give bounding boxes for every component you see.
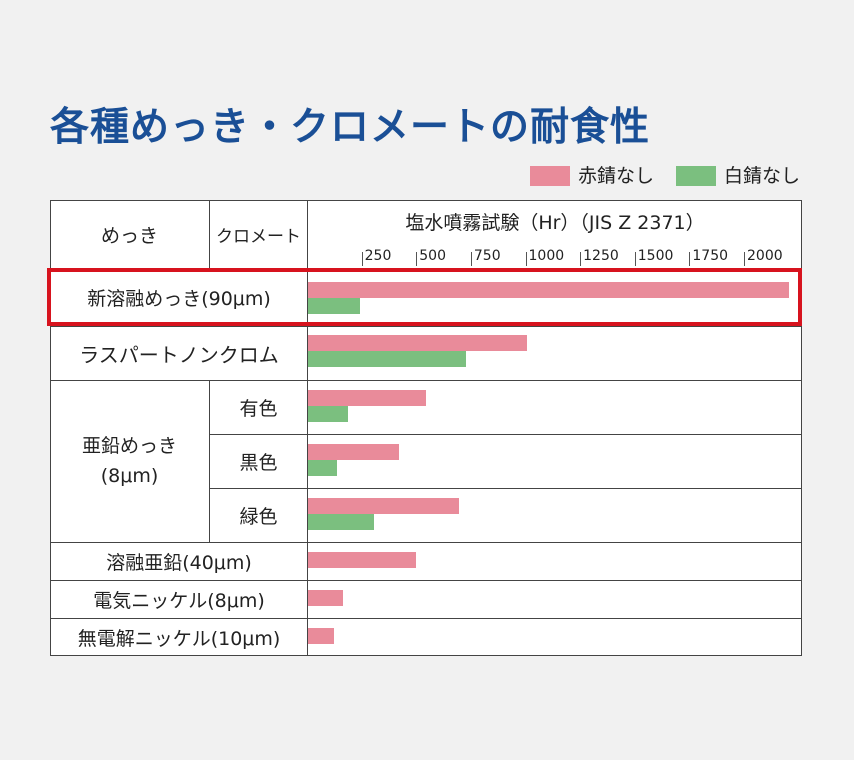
x-tick-mark xyxy=(689,252,691,266)
x-tick-label: 2000 xyxy=(747,248,783,264)
x-axis-title: 塩水噴霧試験（Hr）（JIS Z 2371） xyxy=(405,212,705,234)
grid-line xyxy=(50,655,802,656)
zinc-group-name: 亜鉛めっき xyxy=(81,435,177,457)
row-label-zinc-group: 亜鉛めっき (8μm) xyxy=(50,380,209,542)
bar-red-rust xyxy=(308,498,459,514)
x-tick-label: 1250 xyxy=(583,248,619,264)
bar-red-rust xyxy=(308,628,335,644)
x-tick-label: 1500 xyxy=(637,248,674,264)
x-tick-mark xyxy=(361,252,363,266)
grid-line xyxy=(50,618,802,619)
bar-white-rust xyxy=(308,406,349,422)
bar-white-rust xyxy=(308,460,338,476)
x-tick-label: 1000 xyxy=(528,248,565,264)
bar-white-rust xyxy=(308,298,361,314)
grid-line xyxy=(209,488,802,489)
x-tick-mark xyxy=(525,252,527,266)
chart-title: 各種めっき・クロメートの耐食性 xyxy=(50,105,651,150)
grid-line xyxy=(50,200,802,201)
grid-line xyxy=(801,200,802,656)
grid-line xyxy=(50,200,51,656)
grid-line xyxy=(209,434,802,435)
grid-line xyxy=(50,326,802,327)
row-label-hot-dip: 新溶融めっき(90μm) xyxy=(87,287,271,310)
legend-label-red-rust: 赤錆なし xyxy=(578,165,655,187)
zinc-group-thickness: (8μm) xyxy=(100,465,159,487)
header-chromate: クロメート xyxy=(216,226,301,247)
legend-label-white-rust: 白錆なし xyxy=(724,165,801,187)
legend-swatch-red xyxy=(530,166,570,186)
grid-line xyxy=(209,380,210,542)
bar-white-rust xyxy=(308,351,467,367)
bar-red-rust xyxy=(308,335,527,351)
header-plating: めっき xyxy=(100,224,158,247)
row-label-electro-nickel: 電気ニッケル(8μm) xyxy=(93,589,265,612)
legend-swatch-green xyxy=(676,166,716,186)
grid-line xyxy=(50,542,802,543)
bar-red-rust xyxy=(308,552,417,568)
grid-line xyxy=(307,200,308,656)
row-label-yellow: 有色 xyxy=(239,397,278,420)
bar-white-rust xyxy=(308,514,374,530)
x-tick-label: 500 xyxy=(419,248,446,264)
grid-line xyxy=(50,380,802,381)
bar-red-rust xyxy=(308,390,426,406)
grid-line xyxy=(50,580,802,581)
bar-red-rust xyxy=(308,282,789,298)
x-tick-mark xyxy=(416,252,418,266)
x-tick-mark xyxy=(744,252,745,266)
row-label-hot-dip-zinc: 溶融亜鉛(40μm) xyxy=(106,551,252,574)
row-label-electroless-nickel: 無電解ニッケル(10μm) xyxy=(77,627,281,650)
row-label-black: 黒色 xyxy=(239,451,278,474)
row-label-green: 緑色 xyxy=(239,505,278,528)
x-tick-label: 750 xyxy=(473,248,501,264)
highlight-box xyxy=(47,268,802,326)
x-tick-mark xyxy=(634,252,636,266)
grid-line xyxy=(209,200,210,268)
bar-red-rust xyxy=(308,590,343,606)
row-label-raspart: ラスパートノンクロム xyxy=(79,342,279,367)
x-tick-label: 250 xyxy=(364,248,392,264)
x-tick-mark xyxy=(470,252,472,266)
bar-red-rust xyxy=(308,444,399,460)
x-tick-mark xyxy=(580,252,582,266)
x-tick-label: 1750 xyxy=(692,248,729,264)
